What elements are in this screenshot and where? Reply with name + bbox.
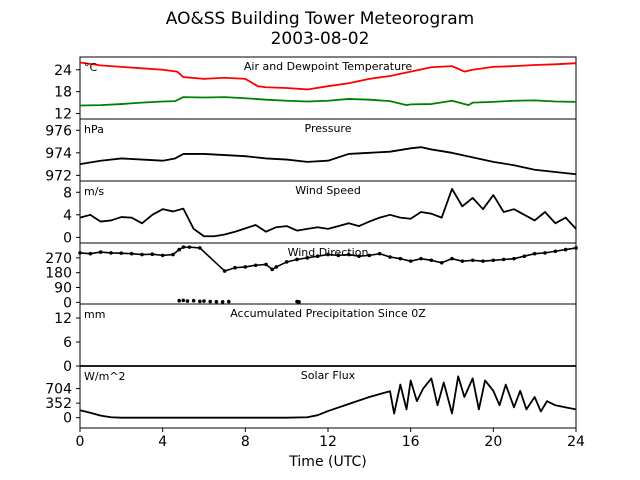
data-point (177, 298, 181, 303)
data-point (297, 300, 301, 304)
data-point (202, 299, 206, 303)
x-tick-label: 12 (319, 434, 337, 450)
series-line-0 (79, 61, 577, 91)
data-point (227, 299, 231, 304)
panel-unit: W/m^2 (84, 370, 126, 383)
y-tick-label: 972 (45, 168, 72, 184)
series-1 (177, 298, 301, 304)
series-line (79, 246, 577, 272)
data-point (208, 299, 212, 304)
x-tick-label: 24 (567, 434, 585, 450)
y-tick-label: 0 (63, 230, 72, 246)
data-point (191, 298, 196, 303)
figure-title: AO&SS Building Tower Meteorogram (166, 9, 474, 29)
data-point (198, 299, 202, 304)
series-0 (78, 245, 578, 273)
figure-subtitle: 2003-08-02 (271, 29, 370, 49)
y-tick-label: 6 (63, 335, 72, 351)
series-line-0 (79, 187, 577, 238)
data-point (181, 298, 186, 303)
x-tick-label: 8 (241, 434, 250, 450)
y-tick-label: 704 (45, 382, 72, 398)
panel-unit: m/s (84, 185, 104, 198)
panel-unit: hPa (84, 123, 104, 136)
panel-unit: °C (84, 61, 98, 74)
data-point (220, 300, 225, 304)
series-line-1 (79, 96, 577, 107)
panel-title: Accumulated Precipitation Since 0Z (230, 307, 426, 320)
y-tick-label: 90 (54, 281, 72, 297)
panel-2: 0 4 8 Wind Speed m/s (63, 180, 577, 246)
series-line-0 (79, 146, 577, 176)
x-axis-label: Time (UTC) (288, 454, 366, 470)
panel-4: 0 6 12 Accumulated Precipitation Since 0Z mm (54, 303, 577, 375)
panel-title: Wind Speed (295, 184, 361, 197)
panel-title: Solar Flux (301, 369, 356, 382)
y-tick-label: 270 (45, 251, 72, 267)
panel-title: Air and Dewpoint Temperature (244, 60, 412, 73)
panel-0: 12 18 24 Air and Dewpoint Temperature °C (54, 56, 577, 123)
data-point (185, 299, 190, 303)
panel-title: Wind Direction (288, 246, 369, 259)
x-tick-label: 16 (402, 434, 420, 450)
x-tick-label: 20 (484, 434, 502, 450)
y-tick-label: 12 (54, 311, 72, 327)
y-tick-label: 0 (63, 295, 72, 311)
x-tick-label: 0 (76, 434, 85, 450)
x-tick-label: 4 (158, 434, 167, 450)
y-tick-label: 18 (54, 85, 72, 101)
y-tick-label: 0 (63, 359, 72, 375)
y-tick-label: 0 (63, 411, 72, 427)
panel-title: Pressure (305, 122, 352, 135)
panel-1: 972 974 976 Pressure hPa (45, 118, 577, 184)
data-point (214, 299, 219, 304)
series-line-0 (79, 375, 577, 419)
panel-unit: mm (84, 308, 105, 321)
y-tick-label: 4 (63, 208, 72, 224)
x-axis: 0 4 8 12 16 20 24 (76, 428, 585, 450)
y-tick-label: 24 (54, 63, 72, 79)
y-tick-label: 352 (45, 396, 72, 412)
y-tick-label: 180 (45, 266, 72, 282)
y-tick-label: 976 (45, 123, 72, 139)
y-tick-label: 974 (45, 146, 72, 162)
y-tick-label: 8 (63, 185, 72, 201)
y-tick-label: 12 (54, 107, 72, 123)
